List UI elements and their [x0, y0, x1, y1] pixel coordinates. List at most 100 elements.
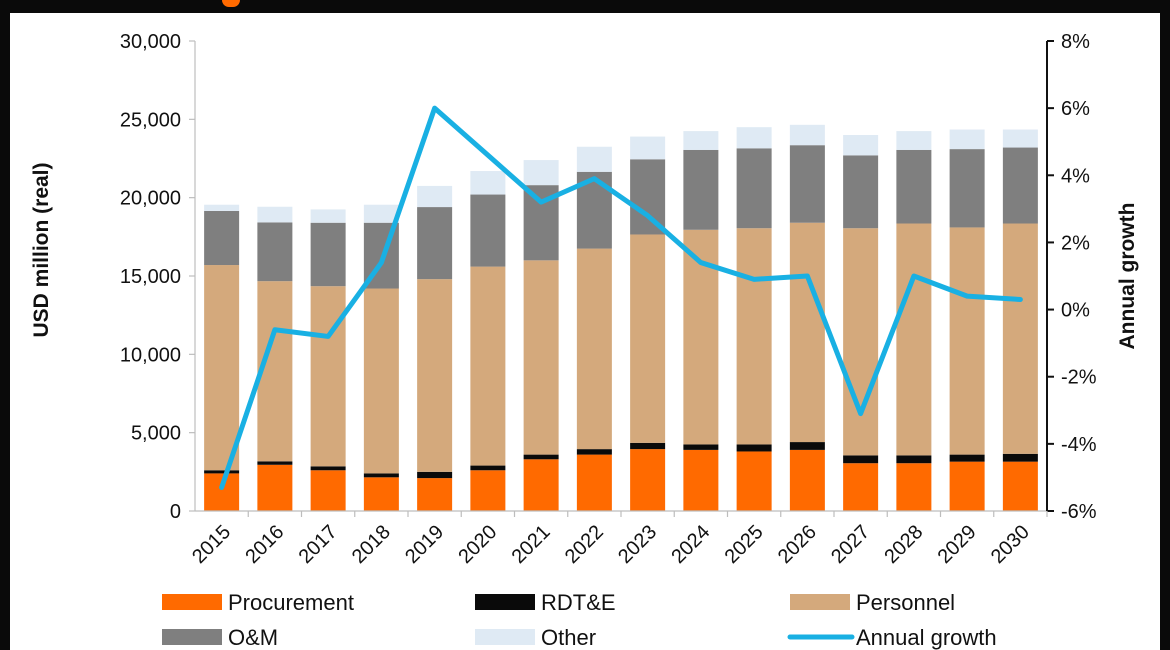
bar-om-2019	[417, 207, 453, 280]
bar-other-2019	[417, 185, 453, 208]
bar-procurement-2022	[576, 454, 612, 511]
y-tick-label: 10,000	[120, 344, 181, 366]
legend-swatch-personnel	[790, 594, 850, 610]
bar-om-2029	[949, 149, 985, 228]
bar-procurement-2025	[736, 451, 772, 511]
y2-tick-label: 2%	[1061, 232, 1090, 254]
bar-personnel-2022	[576, 248, 612, 450]
bar-om-2015	[204, 210, 240, 266]
bar-other-2018	[363, 204, 399, 223]
bar-rdte-2019	[417, 471, 453, 479]
x-tick-label: 2026	[774, 521, 821, 568]
bar-rdte-2025	[736, 444, 772, 452]
x-tick-label: 2030	[987, 521, 1034, 568]
y2-tick-label: 4%	[1061, 165, 1090, 187]
bar-other-2021	[523, 160, 559, 186]
bar-rdte-2020	[470, 465, 506, 471]
title-accent-fragment	[222, 0, 240, 7]
bar-other-2028	[896, 131, 932, 150]
x-tick-label: 2027	[827, 521, 874, 568]
bar-rdte-2022	[576, 449, 612, 455]
bar-rdte-2017	[310, 466, 346, 471]
legend: Procurement RDT&E Personnel O&M Other Annual …	[162, 590, 997, 650]
bar-group	[204, 124, 1038, 511]
y2-axis-title: Annual growth	[1116, 203, 1139, 350]
x-tick-label: 2025	[721, 521, 768, 568]
bar-other-2025	[736, 127, 772, 149]
legend-label-personnel: Personnel	[856, 590, 955, 615]
y-axis-title: USD million (real)	[30, 162, 53, 337]
y-tick-label: 5,000	[131, 423, 181, 445]
bar-om-2016	[257, 222, 293, 282]
x-tick-label: 2022	[561, 521, 608, 568]
legend-swatch-om	[162, 629, 222, 645]
frame-right-border	[1160, 13, 1170, 650]
bar-procurement-2027	[843, 463, 879, 511]
bar-personnel-2027	[843, 228, 879, 456]
bar-other-2017	[310, 209, 346, 223]
y2-tick-label: 6%	[1061, 98, 1090, 120]
bar-om-2026	[789, 145, 825, 223]
bar-om-2024	[683, 149, 719, 230]
y2-tick-label: 0%	[1061, 300, 1090, 322]
x-tick-label: 2023	[614, 521, 661, 568]
y2-tick-label: 8%	[1061, 31, 1090, 53]
bar-personnel-2018	[363, 288, 399, 474]
bar-personnel-2019	[417, 279, 453, 472]
bar-rdte-2028	[896, 455, 932, 464]
legend-label-annual-growth: Annual growth	[856, 625, 997, 650]
bar-rdte-2030	[1002, 453, 1038, 462]
bar-procurement-2030	[1002, 461, 1038, 511]
x-tick-label: 2028	[880, 521, 927, 568]
y-tick-label: 30,000	[120, 31, 181, 53]
bar-om-2027	[843, 155, 879, 229]
x-tick-label: 2021	[508, 521, 555, 568]
bar-rdte-2023	[630, 442, 666, 450]
legend-label-rdte: RDT&E	[541, 590, 616, 615]
legend-swatch-other	[475, 629, 535, 645]
bar-other-2030	[1002, 129, 1038, 148]
bar-procurement-2019	[417, 478, 453, 511]
x-tick-label: 2017	[295, 521, 342, 568]
annual-growth-line	[219, 105, 1023, 490]
bar-personnel-2026	[789, 222, 825, 443]
bar-om-2030	[1002, 147, 1038, 224]
bar-procurement-2015	[204, 473, 240, 511]
growth-line-group	[219, 105, 1023, 490]
bar-procurement-2026	[789, 449, 825, 511]
bar-personnel-2017	[310, 286, 346, 467]
bar-other-2027	[843, 135, 879, 156]
bar-other-2024	[683, 131, 719, 150]
bar-om-2017	[310, 222, 346, 287]
bar-personnel-2021	[523, 260, 559, 455]
x-tick-label: 2016	[241, 521, 288, 568]
bar-rdte-2018	[363, 473, 399, 478]
bar-om-2028	[896, 149, 932, 224]
x-tick-label: 2018	[348, 521, 395, 568]
bar-procurement-2020	[470, 470, 506, 511]
legend-label-om: O&M	[228, 625, 278, 650]
bar-om-2020	[470, 194, 506, 267]
bar-other-2016	[257, 206, 293, 223]
x-tick-label: 2020	[454, 521, 501, 568]
bar-other-2026	[789, 124, 825, 146]
bar-procurement-2018	[363, 477, 399, 511]
y-tick-label: 25,000	[120, 109, 181, 131]
bar-personnel-2023	[630, 234, 666, 443]
bar-personnel-2029	[949, 227, 985, 455]
frame-left-border	[0, 13, 10, 650]
bar-procurement-2023	[630, 449, 666, 511]
bar-procurement-2029	[949, 461, 985, 511]
y2-tick-label: -4%	[1061, 434, 1097, 456]
axes-group	[189, 40, 1054, 517]
bar-om-2023	[630, 159, 666, 235]
bar-other-2022	[576, 146, 612, 172]
bar-rdte-2021	[523, 454, 559, 460]
bar-other-2020	[470, 171, 506, 195]
bar-rdte-2016	[257, 461, 293, 465]
y-tick-label: 20,000	[120, 188, 181, 210]
bar-rdte-2027	[843, 455, 879, 464]
bar-rdte-2024	[683, 444, 719, 450]
legend-swatch-procurement	[162, 594, 222, 610]
